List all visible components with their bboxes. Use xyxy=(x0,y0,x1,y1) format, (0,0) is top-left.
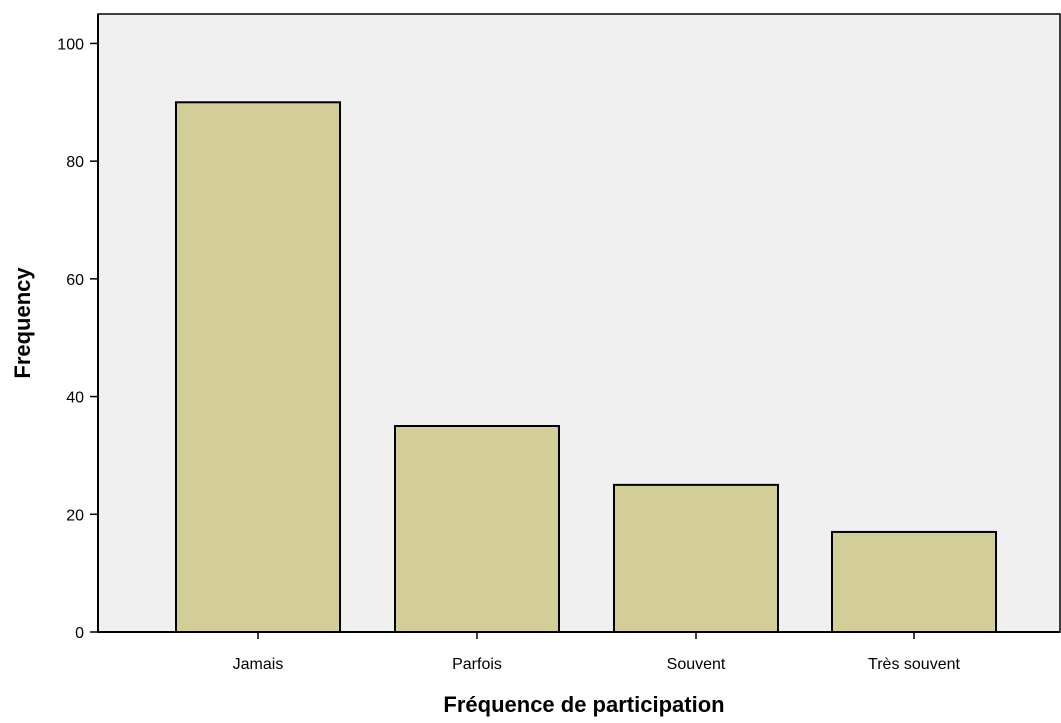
x-tick-label: Jamais xyxy=(233,656,284,673)
x-axis-title: Fréquence de participation xyxy=(443,692,724,717)
y-tick-label: 100 xyxy=(57,36,84,53)
y-tick-label: 0 xyxy=(75,625,84,642)
y-tick-label: 20 xyxy=(66,507,84,524)
bar-souvent xyxy=(613,483,779,633)
y-axis-title: Frequency xyxy=(10,267,35,379)
y-axis-ticks: 0 20 40 60 80 100 xyxy=(57,36,98,642)
bar-très-souvent xyxy=(831,530,997,634)
y-tick-label: 40 xyxy=(66,390,84,407)
x-axis-ticks: Jamais Parfois Souvent Très souvent xyxy=(233,632,961,673)
y-tick-label: 80 xyxy=(66,154,84,171)
x-tick-label: Souvent xyxy=(667,656,726,673)
x-tick-label: Parfois xyxy=(452,656,502,673)
bar-jamais xyxy=(175,101,341,634)
bars-group xyxy=(175,101,997,634)
y-tick-label: 60 xyxy=(66,272,84,289)
bar-parfois xyxy=(394,425,560,633)
x-tick-label: Très souvent xyxy=(868,656,960,673)
